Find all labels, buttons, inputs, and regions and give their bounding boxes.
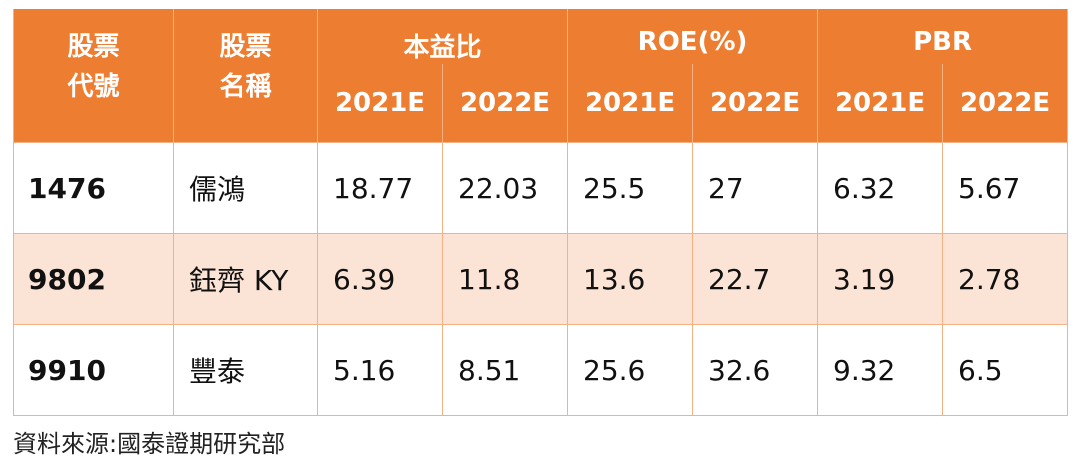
roe-2022-cell: 32.6 bbox=[692, 324, 819, 416]
pe-2022-cell: 22.03 bbox=[441, 142, 569, 234]
pe-2021-cell: 5.16 bbox=[317, 324, 443, 416]
stock-name-cell: 豐泰 bbox=[173, 324, 318, 416]
stock-code-cell: 9802 bbox=[13, 233, 174, 325]
roe-2021-cell: 25.5 bbox=[567, 142, 694, 234]
header-row-top: 股票 代號 股票 名稱 本益比 ROE(%) PBR bbox=[13, 9, 1069, 143]
pbr-2021-cell: 6.32 bbox=[817, 142, 944, 234]
header-stock-code: 股票 代號 bbox=[13, 9, 174, 143]
valuation-table: 股票 代號 股票 名稱 本益比 ROE(%) PBR 2021E 2022E 2… bbox=[13, 9, 1069, 416]
pe-2021-cell: 6.39 bbox=[317, 233, 443, 325]
pbr-2022-cell: 2.78 bbox=[942, 233, 1069, 325]
header-year: 2021E bbox=[567, 64, 694, 143]
header-group-roe: ROE(%) bbox=[567, 9, 819, 64]
header-year: 2022E bbox=[942, 64, 1069, 143]
roe-2021-cell: 13.6 bbox=[567, 233, 694, 325]
header-stock-name: 股票 名稱 bbox=[173, 9, 318, 143]
pbr-2021-cell: 3.19 bbox=[817, 233, 944, 325]
stock-name-cell: 鈺齊 KY bbox=[173, 233, 318, 325]
header-year: 2021E bbox=[817, 64, 944, 143]
header-year: 2021E bbox=[317, 64, 443, 143]
pbr-2022-cell: 5.67 bbox=[942, 142, 1069, 234]
header-stock-code-label: 股票 代號 bbox=[67, 32, 120, 103]
pe-2022-cell: 11.8 bbox=[441, 233, 569, 325]
table-row: 9910 豐泰 5.16 8.51 25.6 32.6 9.32 6.5 bbox=[13, 324, 1069, 416]
pbr-2021-cell: 9.32 bbox=[817, 324, 944, 416]
header-year: 2022E bbox=[441, 64, 569, 143]
pe-2022-cell: 8.51 bbox=[441, 324, 569, 416]
stock-code-cell: 1476 bbox=[13, 142, 174, 234]
header-group-pe: 本益比 bbox=[316, 9, 569, 64]
header-group-pbr: PBR bbox=[817, 9, 1069, 64]
header-group-roe-label: ROE(%) bbox=[637, 27, 748, 57]
pe-2021-cell: 18.77 bbox=[317, 142, 443, 234]
pbr-2022-cell: 6.5 bbox=[942, 324, 1069, 416]
roe-2022-cell: 27 bbox=[692, 142, 819, 234]
header-stock-name-label: 股票 名稱 bbox=[219, 32, 272, 103]
table-row: 1476 儒鴻 18.77 22.03 25.5 27 6.32 5.67 bbox=[13, 142, 1069, 234]
roe-2021-cell: 25.6 bbox=[567, 324, 694, 416]
header-row-years: 2021E 2022E 2021E 2022E 2021E 2022E bbox=[14, 64, 1069, 143]
header-group-pbr-label: PBR bbox=[913, 27, 972, 57]
header-year: 2022E bbox=[692, 64, 819, 143]
roe-2022-cell: 22.7 bbox=[692, 233, 819, 325]
header-group-pe-label: 本益比 bbox=[403, 33, 482, 63]
table-row: 9802 鈺齊 KY 6.39 11.8 13.6 22.7 3.19 2.78 bbox=[13, 233, 1069, 325]
stock-code-cell: 9910 bbox=[13, 324, 174, 416]
stock-name-cell: 儒鴻 bbox=[173, 142, 318, 234]
source-note: 資料來源:國泰證期研究部 bbox=[13, 430, 286, 458]
